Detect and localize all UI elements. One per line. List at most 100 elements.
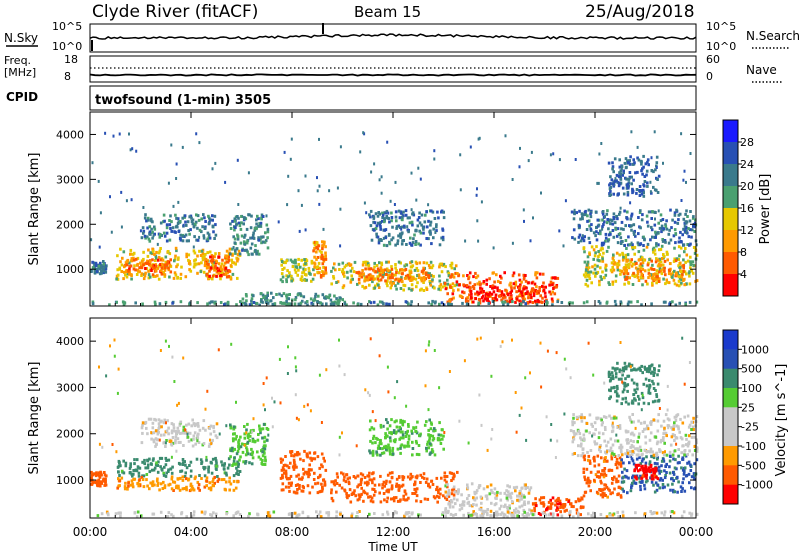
heatmap-cell: [423, 497, 427, 501]
heatmap-cell: [587, 270, 590, 274]
heatmap-cell: [292, 454, 296, 458]
heatmap-cell: [413, 233, 416, 237]
heatmap-cell: [189, 482, 193, 486]
heatmap-cell: [592, 271, 595, 275]
heatmap-cell: [287, 297, 291, 301]
heatmap-cell: [125, 486, 128, 490]
heatmap-cell: [293, 461, 296, 464]
heatmap-cell: [202, 234, 206, 238]
heatmap-cell: [661, 437, 665, 441]
heatmap-cell: [662, 439, 665, 442]
heatmap-cell: [377, 211, 380, 214]
heatmap-cell: [588, 251, 591, 255]
heatmap-cell: [593, 267, 597, 271]
heatmap-cell: [499, 498, 503, 502]
heatmap-cell: [195, 238, 198, 242]
heatmap-cell: [166, 419, 169, 423]
heatmap-cell: [182, 444, 185, 447]
heatmap-cell: [137, 484, 140, 488]
heatmap-cell: [612, 416, 616, 420]
nave-label: Nave: [746, 63, 777, 77]
heatmap-cell: [174, 246, 178, 250]
heatmap-cell: [512, 282, 516, 286]
heatmap-cell: [228, 463, 231, 467]
heatmap-cell: [312, 268, 315, 272]
heatmap-cell: [502, 303, 505, 307]
heatmap-cell: [658, 478, 662, 482]
heatmap-cell: [450, 471, 453, 475]
heatmap-cell: [151, 484, 154, 488]
heatmap-cell: [200, 477, 203, 480]
heatmap-cell: [145, 267, 149, 271]
heatmap-cell: [296, 483, 300, 487]
heatmap-cell: [227, 255, 230, 259]
heatmap-cell: [622, 255, 625, 259]
heatmap-cell: [602, 415, 606, 419]
heatmap-cell: [119, 247, 122, 251]
heatmap-cell: [150, 227, 153, 231]
heatmap-cell: [229, 482, 233, 486]
colorbar-swatch: [723, 208, 738, 231]
heatmap-cell: [428, 280, 432, 283]
heatmap-cell: [257, 236, 260, 240]
heatmap-cell: [624, 239, 628, 242]
heatmap-cell: [215, 461, 218, 465]
heatmap-cell: [173, 257, 177, 261]
heatmap-cell: [616, 387, 619, 391]
heatmap-cell: [626, 451, 630, 455]
heatmap-cell: [329, 302, 333, 306]
heatmap-cell: [387, 211, 390, 215]
heatmap-cell: [682, 266, 685, 270]
heatmap-cell: [681, 233, 684, 237]
heatmap-cell: [639, 209, 642, 213]
heatmap-cell: [360, 486, 363, 490]
heatmap-cell: [183, 487, 186, 490]
heatmap-cell: [635, 457, 639, 461]
heatmap-cell: [617, 492, 620, 496]
heatmap-cell: [405, 263, 409, 267]
heatmap-cell: [275, 293, 278, 296]
heatmap-cell: [154, 302, 157, 306]
heatmap-cell: [99, 470, 102, 474]
heatmap-cell: [282, 468, 286, 472]
heatmap-cell: [332, 302, 336, 306]
heatmap-cell: [237, 447, 241, 451]
heatmap-cell: [121, 256, 124, 260]
heatmap-cell: [155, 250, 158, 254]
heatmap-cell: [372, 493, 376, 497]
heatmap-cell: [312, 478, 316, 481]
heatmap-cell: [530, 511, 533, 515]
heatmap-cell: [407, 230, 410, 234]
heatmap-cell: [638, 397, 641, 401]
heatmap-cell: [400, 268, 404, 272]
heatmap-cell: [361, 473, 365, 477]
heatmap-cell: [394, 210, 398, 214]
heatmap-cell: [219, 301, 223, 304]
heatmap-cell: [371, 500, 375, 504]
heatmap-cell: [685, 437, 688, 441]
heatmap-cell: [664, 431, 668, 435]
heatmap-cell: [639, 159, 643, 163]
heatmap-cell: [556, 276, 560, 280]
heatmap-cell: [316, 256, 320, 259]
heatmap-cell: [311, 277, 315, 281]
heatmap-cell: [626, 159, 629, 163]
heatmap-cell: [222, 264, 226, 268]
heatmap-cell: [155, 267, 158, 271]
heatmap-cell: [633, 469, 636, 473]
heatmap-cell: [614, 372, 618, 376]
heatmap-cell: [370, 478, 374, 482]
heatmap-cell: [394, 266, 397, 270]
heatmap-cell: [625, 365, 628, 369]
heatmap-cell: [456, 272, 459, 275]
heatmap-cell: [407, 424, 410, 428]
cpid-text: twofsound (1-min) 3505: [95, 93, 271, 108]
heatmap-cell: [640, 391, 644, 395]
heatmap-cell: [650, 259, 653, 263]
heatmap-cell: [540, 191, 542, 195]
heatmap-cell: [690, 269, 694, 273]
heatmap-cell: [416, 269, 420, 273]
heatmap-cell: [668, 302, 671, 306]
heatmap-cell: [324, 257, 328, 261]
heatmap-cell: [548, 290, 551, 294]
